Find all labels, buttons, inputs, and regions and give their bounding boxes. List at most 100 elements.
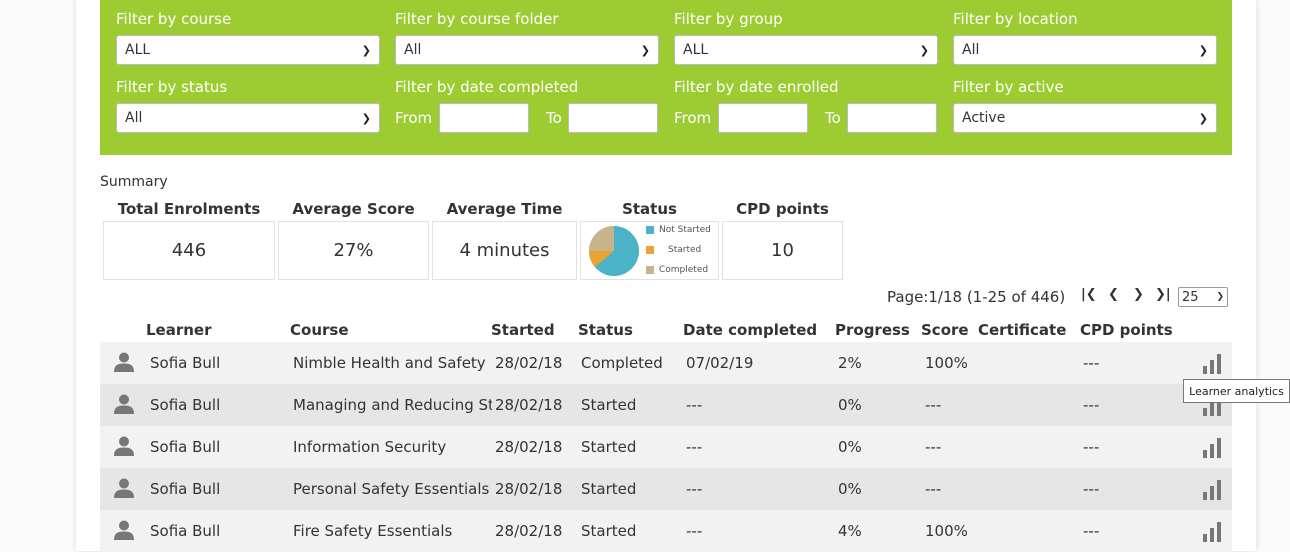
filter-group-select[interactable]: ALL ❯: [674, 35, 938, 65]
chevron-down-icon: ❯: [1198, 43, 1208, 57]
filter-folder-select[interactable]: All ❯: [395, 35, 659, 65]
column-header-learner[interactable]: Learner: [146, 321, 212, 339]
column-header-certificate[interactable]: Certificate: [978, 321, 1067, 339]
date-enrolled-to-input[interactable]: [847, 103, 937, 133]
filter-active-select[interactable]: Active ❯: [953, 103, 1217, 133]
score-value: 100%: [925, 522, 968, 540]
date-completed-to-label: To: [546, 109, 562, 127]
filter-date-completed-label: Filter by date completed: [395, 78, 579, 96]
date-completed-from-label: From: [395, 109, 433, 127]
status-value: Started: [581, 480, 637, 498]
date-completed-value: ---: [686, 438, 703, 456]
last-page-icon[interactable]: ❯|: [1155, 287, 1171, 302]
column-header-status[interactable]: Status: [578, 321, 633, 339]
average-time-label: Average Time: [446, 200, 563, 218]
date-enrolled-from-label: From: [674, 109, 712, 127]
score-value: 100%: [925, 354, 968, 372]
average-time-value: 4 minutes: [459, 240, 550, 261]
filter-group-value: ALL: [683, 42, 709, 58]
table-row: Sofia Bull Fire Safety Essentials 28/02/…: [100, 510, 1232, 552]
date-enrolled-from-input[interactable]: [718, 103, 808, 133]
course-name: Managing and Reducing Stress: [293, 396, 492, 414]
pagination-text: Page:1/18 (1-25 of 446): [887, 288, 1066, 306]
date-enrolled-to-label: To: [825, 109, 841, 127]
filter-course-value: ALL: [125, 42, 151, 58]
learner-analytics-tooltip: Learner analytics: [1183, 379, 1290, 403]
first-page-icon[interactable]: |❮: [1081, 287, 1097, 302]
legend-not-started: Not Started: [646, 225, 711, 235]
user-icon: [114, 436, 134, 456]
date-completed-from-input[interactable]: [439, 103, 529, 133]
cpd-points-box: 10: [722, 221, 843, 280]
cpd-value: ---: [1083, 438, 1100, 456]
started-date: 28/02/18: [495, 354, 563, 372]
table-row: Sofia Bull Personal Safety Essentials 28…: [100, 468, 1232, 510]
course-name: Nimble Health and Safety: [293, 354, 486, 372]
started-date: 28/02/18: [495, 438, 563, 456]
previous-page-icon[interactable]: ❮: [1108, 287, 1119, 302]
filter-status-select[interactable]: All ❯: [116, 103, 380, 133]
score-value: ---: [925, 396, 942, 414]
status-value: Started: [581, 438, 637, 456]
learner-name[interactable]: Sofia Bull: [150, 480, 221, 498]
chevron-down-icon: ❯: [640, 43, 650, 57]
filter-location-select[interactable]: All ❯: [953, 35, 1217, 65]
cpd-value: ---: [1083, 396, 1100, 414]
learner-analytics-icon[interactable]: [1202, 521, 1222, 543]
total-enrolments-box: 446: [103, 221, 275, 280]
learner-name[interactable]: Sofia Bull: [150, 396, 221, 414]
chevron-down-icon: ❯: [361, 43, 371, 57]
user-icon: [114, 478, 134, 498]
learner-analytics-icon[interactable]: [1202, 437, 1222, 459]
learner-analytics-icon[interactable]: [1202, 479, 1222, 501]
legend-swatch: [646, 226, 654, 234]
filter-status-label: Filter by status: [116, 78, 228, 96]
user-icon: [114, 520, 134, 540]
learner-name[interactable]: Sofia Bull: [150, 438, 221, 456]
column-header-started[interactable]: Started: [491, 321, 555, 339]
course-name: Personal Safety Essentials: [293, 480, 490, 498]
user-icon: [114, 394, 134, 414]
cpd-points-value: 10: [771, 240, 794, 261]
score-value: ---: [925, 480, 942, 498]
next-page-icon[interactable]: ❯: [1133, 287, 1144, 302]
filter-course-select[interactable]: ALL ❯: [116, 35, 380, 65]
average-score-box: 27%: [278, 221, 429, 280]
filter-location-label: Filter by location: [953, 10, 1078, 28]
column-header-score[interactable]: Score: [921, 321, 969, 339]
filter-folder-value: All: [404, 42, 422, 58]
started-date: 28/02/18: [495, 396, 563, 414]
average-time-box: 4 minutes: [432, 221, 577, 280]
filter-status-value: All: [125, 110, 143, 126]
progress-value: 4%: [838, 522, 862, 540]
progress-value: 0%: [838, 480, 862, 498]
learner-name[interactable]: Sofia Bull: [150, 354, 221, 372]
column-header-progress[interactable]: Progress: [835, 321, 910, 339]
average-score-value: 27%: [333, 240, 374, 261]
per-page-select[interactable]: 25 ❯: [1178, 287, 1228, 307]
learner-analytics-icon[interactable]: [1202, 353, 1222, 375]
legend-label: Started: [668, 245, 702, 255]
filter-date-enrolled-label: Filter by date enrolled: [674, 78, 839, 96]
cpd-value: ---: [1083, 480, 1100, 498]
cpd-points-label: CPD points: [736, 200, 829, 218]
course-name: Information Security: [293, 438, 447, 456]
date-completed-value: ---: [686, 522, 703, 540]
legend-started: Started: [646, 245, 701, 255]
learner-name[interactable]: Sofia Bull: [150, 522, 221, 540]
filter-active-value: Active: [962, 110, 1006, 126]
column-header-course[interactable]: Course: [290, 321, 349, 339]
started-date: 28/02/18: [495, 522, 563, 540]
date-completed-value: 07/02/19: [686, 354, 754, 372]
column-header-date-completed[interactable]: Date completed: [683, 321, 818, 339]
legend-label: Completed: [659, 265, 709, 275]
status-value: Completed: [581, 354, 663, 372]
date-completed-value: ---: [686, 480, 703, 498]
pie-slice-completed: [589, 226, 614, 251]
pie-slice-started: [589, 251, 614, 267]
progress-value: 0%: [838, 438, 862, 456]
date-completed-to-input[interactable]: [568, 103, 658, 133]
status-value: Started: [581, 522, 637, 540]
learner-analytics-icon[interactable]: [1202, 395, 1222, 417]
column-header-cpd-points[interactable]: CPD points: [1080, 321, 1173, 339]
